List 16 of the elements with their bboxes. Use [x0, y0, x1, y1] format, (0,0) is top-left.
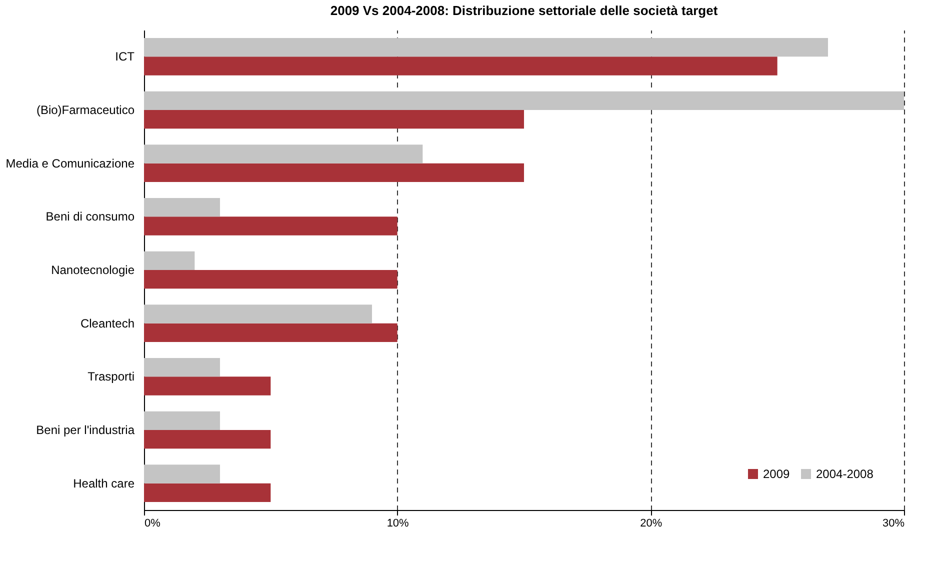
x-tick-label: 30%: [882, 518, 905, 530]
y-tick-label: Nanotecnologie: [51, 263, 135, 277]
y-tick-label: Beni di consumo: [46, 210, 135, 224]
x-tick-label: 20%: [640, 518, 662, 530]
y-tick-label: (Bio)Farmaceutico: [36, 103, 135, 117]
legend-label: 2009: [763, 467, 790, 481]
x-tick-label: 0%: [144, 518, 161, 530]
y-tick-label: Beni per l'industria: [36, 423, 135, 437]
x-tick-label: 10%: [386, 518, 410, 530]
y-tick-label: Media e Comunicazione: [6, 156, 135, 170]
y-tick-label: Trasporti: [88, 370, 134, 384]
y-tick-label: Health care: [73, 476, 135, 490]
y-tick-label: Cleantech: [80, 316, 134, 330]
chart-title: 2009 Vs 2004-2008: Distribuzione settoriale delle società target: [330, 3, 718, 18]
legend-label: 2004-2008: [816, 467, 874, 481]
y-tick-label: ICT: [115, 50, 136, 64]
